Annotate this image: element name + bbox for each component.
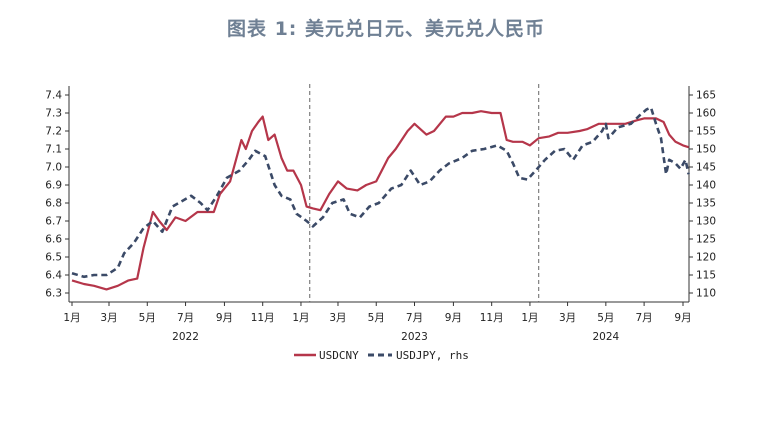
x-tick-label: 7月 <box>636 312 653 324</box>
x-tick-label: 3月 <box>559 312 576 324</box>
right-tick-label: 150 <box>696 144 716 156</box>
right-tick-label: 155 <box>696 126 716 138</box>
right-tick-label: 145 <box>696 162 716 174</box>
year-label: 2024 <box>592 331 619 343</box>
legend-label-usdcny: USDCNY <box>319 349 359 362</box>
chart-title: 图表 1: 美元兑日元、美元兑人民币 <box>226 18 546 40</box>
right-tick-label: 115 <box>696 270 716 282</box>
x-tick-label: 5月 <box>597 312 614 324</box>
year-label: 2023 <box>401 331 428 343</box>
left-tick-label: 7.0 <box>45 162 62 174</box>
left-tick-label: 6.6 <box>45 234 62 246</box>
left-tick-label: 6.9 <box>45 180 62 192</box>
x-tick-label: 3月 <box>100 312 117 324</box>
x-tick-label: 1月 <box>292 312 309 324</box>
right-tick-label: 120 <box>696 252 716 264</box>
right-tick-label: 135 <box>696 198 716 210</box>
usdjpy-line <box>71 106 690 279</box>
left-tick-label: 6.5 <box>45 252 62 264</box>
x-tick-label: 7月 <box>177 312 194 324</box>
x-tick-label: 11月 <box>251 312 275 324</box>
x-tick-label: 7月 <box>406 312 423 324</box>
left-tick-label: 6.7 <box>45 216 62 228</box>
right-tick-label: 125 <box>696 234 716 246</box>
legend-label-usdjpy: USDJPY, rhs <box>396 349 469 362</box>
left-tick-label: 6.3 <box>45 288 62 300</box>
left-tick-label: 7.2 <box>45 126 62 138</box>
x-tick-label: 9月 <box>674 312 691 324</box>
usdcny-line <box>71 110 689 291</box>
year-label: 2022 <box>172 331 199 343</box>
x-tick-label: 1月 <box>521 312 538 324</box>
left-tick-label: 7.3 <box>45 108 62 120</box>
right-tick-label: 130 <box>696 216 716 228</box>
x-tick-label: 11月 <box>480 312 504 324</box>
right-tick-label: 140 <box>696 180 716 192</box>
right-tick-label: 160 <box>696 108 716 120</box>
left-tick-label: 6.8 <box>45 198 62 210</box>
x-tick-label: 9月 <box>216 312 233 324</box>
x-tick-label: 1月 <box>63 312 80 324</box>
x-tick-label: 5月 <box>368 312 385 324</box>
x-tick-label: 3月 <box>329 312 346 324</box>
left-tick-label: 6.4 <box>45 270 62 282</box>
left-tick-label: 7.4 <box>45 90 62 102</box>
right-tick-label: 165 <box>696 90 716 102</box>
right-tick-label: 110 <box>696 288 716 300</box>
x-tick-label: 9月 <box>445 312 462 324</box>
left-tick-label: 7.1 <box>45 144 62 156</box>
x-tick-label: 5月 <box>139 312 156 324</box>
